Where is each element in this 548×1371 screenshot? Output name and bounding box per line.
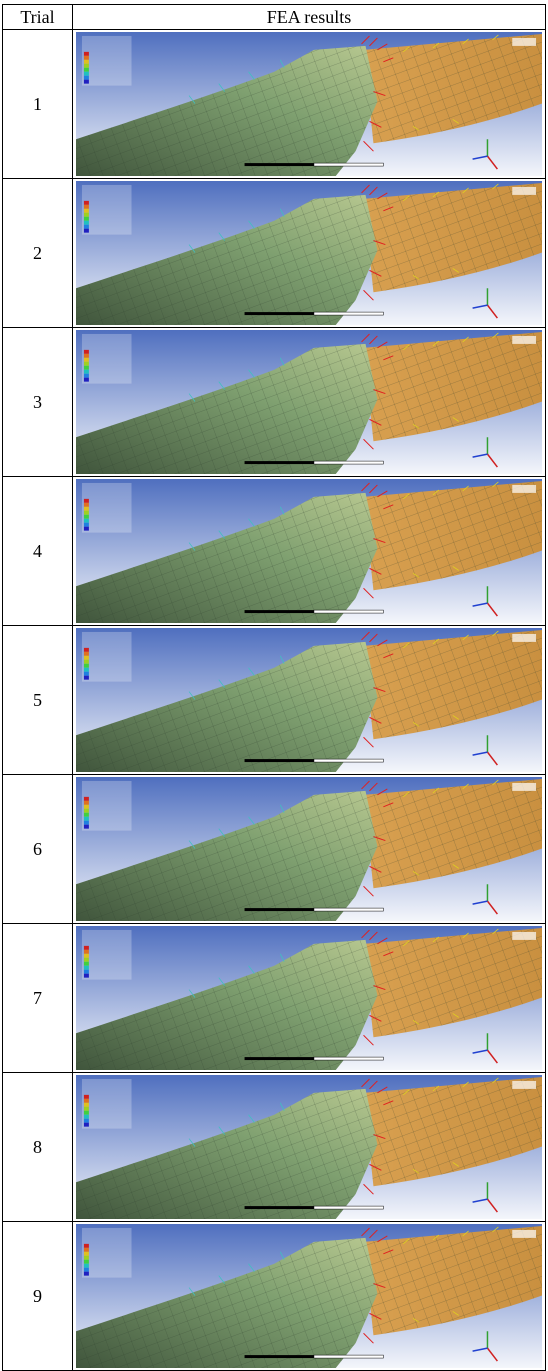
table-row: 4 [2,476,546,626]
fea-image [76,32,542,176]
trial-cell: 9 [2,1221,73,1371]
image-cell [72,1221,546,1371]
fea-render [76,479,542,623]
fea-image [76,1224,542,1368]
fea-render [76,1224,542,1368]
trial-cell: 3 [2,327,73,477]
trial-cell: 7 [2,923,73,1073]
fea-render [76,777,542,921]
image-cell [72,178,546,328]
fea-image [76,330,542,474]
image-cell [72,923,546,1073]
table-row: 2 [2,178,546,328]
fea-image [76,777,542,921]
fea-render [76,32,542,176]
header-cell: FEA results [72,4,546,30]
trial-cell: 6 [2,774,73,924]
trial-cell: 4 [2,476,73,626]
trial-cell: 5 [2,625,73,775]
fea-image [76,181,542,325]
fea-render [76,330,542,474]
table-row: 7 [2,923,546,1073]
image-cell [72,1072,546,1222]
fea-render [76,181,542,325]
fea-image [76,1075,542,1219]
fea-image [76,479,542,623]
fea-render [76,628,542,772]
image-cell [72,476,546,626]
image-cell [72,625,546,775]
fea-image [76,628,542,772]
image-cell [72,29,546,179]
fea-image [76,926,542,1070]
table-row: 8 [2,1072,546,1222]
table-row: 1 [2,29,546,179]
header-cell: Trial [2,4,73,30]
table-row: 5 [2,625,546,775]
fea-render [76,926,542,1070]
trial-cell: 2 [2,178,73,328]
header-row: Trial FEA results [2,4,546,30]
trial-cell: 8 [2,1072,73,1222]
image-cell [72,774,546,924]
image-cell [72,327,546,477]
table-row: 3 [2,327,546,477]
trial-cell: 1 [2,29,73,179]
table-row: 9 [2,1221,546,1371]
fea-render [76,1075,542,1219]
table-row: 6 [2,774,546,924]
